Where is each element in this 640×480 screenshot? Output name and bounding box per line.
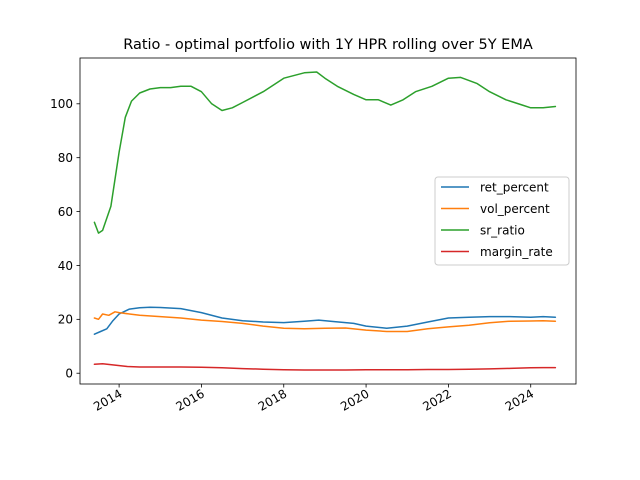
y-tick-label: 80: [58, 151, 73, 165]
y-tick-label: 40: [58, 259, 73, 273]
y-tick-label: 0: [65, 367, 73, 381]
x-tick-label: 2018: [256, 386, 289, 413]
x-tick-label: 2024: [503, 386, 536, 413]
legend-label-vol-percent: vol_percent: [480, 202, 550, 216]
x-tick-label: 2014: [91, 386, 124, 413]
plot-frame: [79, 57, 577, 385]
series-line-vol-percent: [93, 311, 557, 333]
x-axis: 2014 2016 2018 2020 2022 2024: [91, 384, 536, 414]
legend-label-margin-rate: margin_rate: [480, 245, 553, 259]
x-tick-label: 2020: [338, 386, 371, 413]
series-line-ret-percent: [93, 306, 557, 335]
series-line-margin-rate: [93, 363, 557, 371]
legend-label-ret-percent: ret_percent: [480, 180, 549, 194]
plot-lines: [93, 71, 557, 371]
y-tick-label: 60: [58, 205, 73, 219]
legend-label-sr-ratio: sr_ratio: [480, 223, 525, 237]
y-axis: 0 20 40 60 80 100: [50, 97, 80, 381]
y-tick-label: 20: [58, 313, 73, 327]
legend: ret_percent vol_percent sr_ratio margin_rat…: [434, 176, 570, 266]
legend-frame: [434, 176, 570, 266]
y-tick-label: 100: [50, 97, 73, 111]
x-tick-label: 2022: [420, 386, 453, 413]
chart-title: Ratio - optimal portfolio with 1Y HPR ro…: [123, 37, 533, 53]
series-line-sr-ratio: [93, 71, 557, 234]
x-tick-label: 2016: [173, 386, 206, 413]
